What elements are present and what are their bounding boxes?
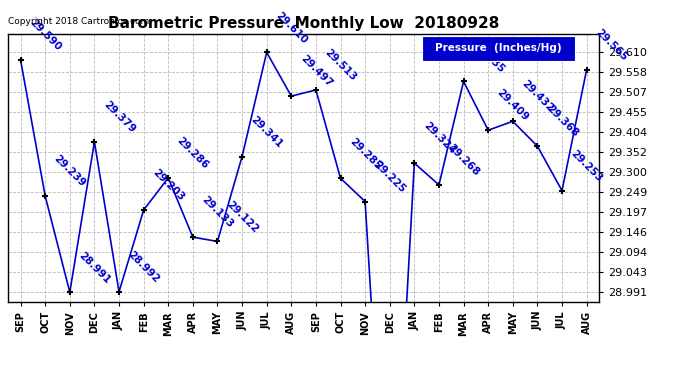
Text: 29.133: 29.133 bbox=[200, 195, 235, 230]
Text: 29.239: 29.239 bbox=[52, 154, 88, 189]
Title: Barometric Pressure  Monthly Low  20180928: Barometric Pressure Monthly Low 20180928 bbox=[108, 16, 500, 31]
Text: 29.203: 29.203 bbox=[150, 168, 186, 203]
Text: 29.497: 29.497 bbox=[298, 54, 334, 89]
Text: 29.341: 29.341 bbox=[249, 114, 284, 150]
Text: 28.991: 28.991 bbox=[77, 250, 112, 285]
Text: 28.992: 28.992 bbox=[126, 249, 161, 285]
Text: 29.535: 29.535 bbox=[471, 39, 506, 75]
Text: 29.432: 29.432 bbox=[520, 79, 555, 114]
Text: 29.368: 29.368 bbox=[544, 104, 580, 139]
Text: 29.565: 29.565 bbox=[593, 27, 629, 63]
Text: 29.122: 29.122 bbox=[224, 199, 260, 234]
Text: 29.590: 29.590 bbox=[28, 18, 63, 53]
Text: 29.285: 29.285 bbox=[348, 136, 383, 171]
Text: 29.225: 29.225 bbox=[372, 159, 408, 195]
Text: 29.409: 29.409 bbox=[495, 88, 531, 123]
Text: 29.324: 29.324 bbox=[422, 121, 457, 156]
Text: 29.286: 29.286 bbox=[175, 135, 210, 171]
Text: 29.610: 29.610 bbox=[274, 10, 309, 45]
Text: 29.513: 29.513 bbox=[323, 48, 358, 83]
Text: 29.379: 29.379 bbox=[101, 99, 137, 135]
Text: 29.253: 29.253 bbox=[569, 148, 604, 184]
Text: 28.176: 28.176 bbox=[0, 374, 1, 375]
Text: Copyright 2018 Cartronics.com: Copyright 2018 Cartronics.com bbox=[8, 17, 150, 26]
Text: 29.268: 29.268 bbox=[446, 142, 482, 178]
